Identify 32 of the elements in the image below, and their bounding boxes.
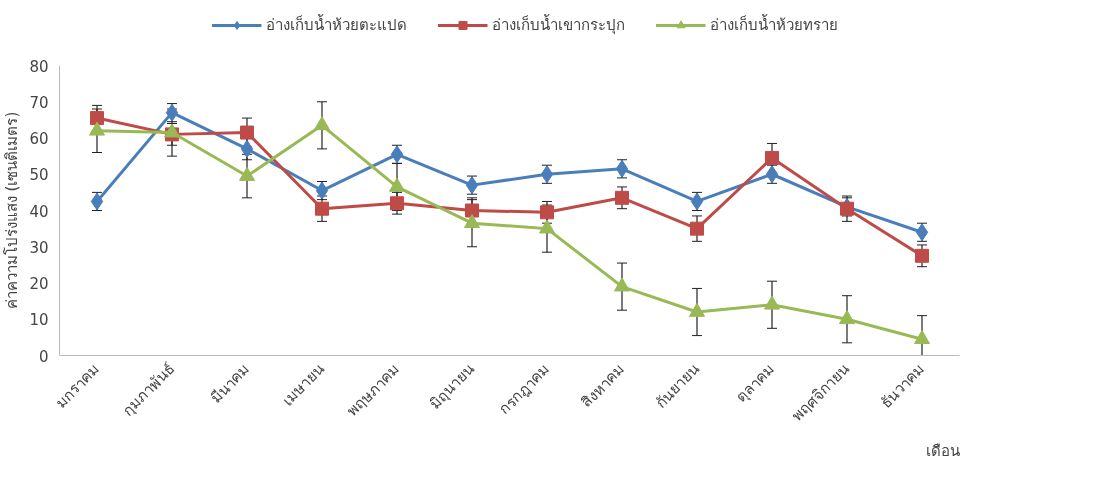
legend-label: อ่างเก็บน้ำห้วยทราย — [710, 13, 838, 36]
point — [689, 302, 705, 317]
point — [764, 295, 780, 310]
point — [839, 310, 855, 325]
point — [90, 111, 104, 126]
y-tick-label: 80 — [29, 57, 49, 76]
y-axis-title: ค่าความโปร่งแสง (เซนติเมตร) — [3, 111, 22, 310]
y-tick-label: 50 — [29, 166, 49, 185]
y-tick-label: 30 — [29, 238, 49, 257]
point — [390, 196, 404, 211]
point — [840, 201, 854, 216]
point — [464, 214, 480, 229]
point — [914, 330, 930, 345]
point — [240, 125, 254, 140]
legend-label: อ่างเก็บน้ำห้วยตะแปด — [266, 13, 407, 36]
point — [615, 190, 629, 205]
point — [540, 205, 554, 220]
point — [765, 150, 779, 165]
y-tick-label: 0 — [38, 347, 49, 366]
y-tick-label: 20 — [29, 275, 49, 293]
point — [915, 248, 929, 263]
y-tick-label: 70 — [29, 93, 49, 112]
y-tick-label: 60 — [29, 130, 49, 148]
point — [465, 203, 479, 218]
legend-label: อ่างเก็บน้ำเขากระปุก — [492, 13, 625, 37]
point — [614, 277, 630, 292]
x-axis-title: เดือน — [925, 441, 960, 460]
y-tick-label: 40 — [29, 202, 49, 221]
point — [690, 221, 704, 236]
point — [315, 201, 329, 216]
y-tick-label: 10 — [29, 311, 49, 330]
point — [539, 219, 555, 234]
